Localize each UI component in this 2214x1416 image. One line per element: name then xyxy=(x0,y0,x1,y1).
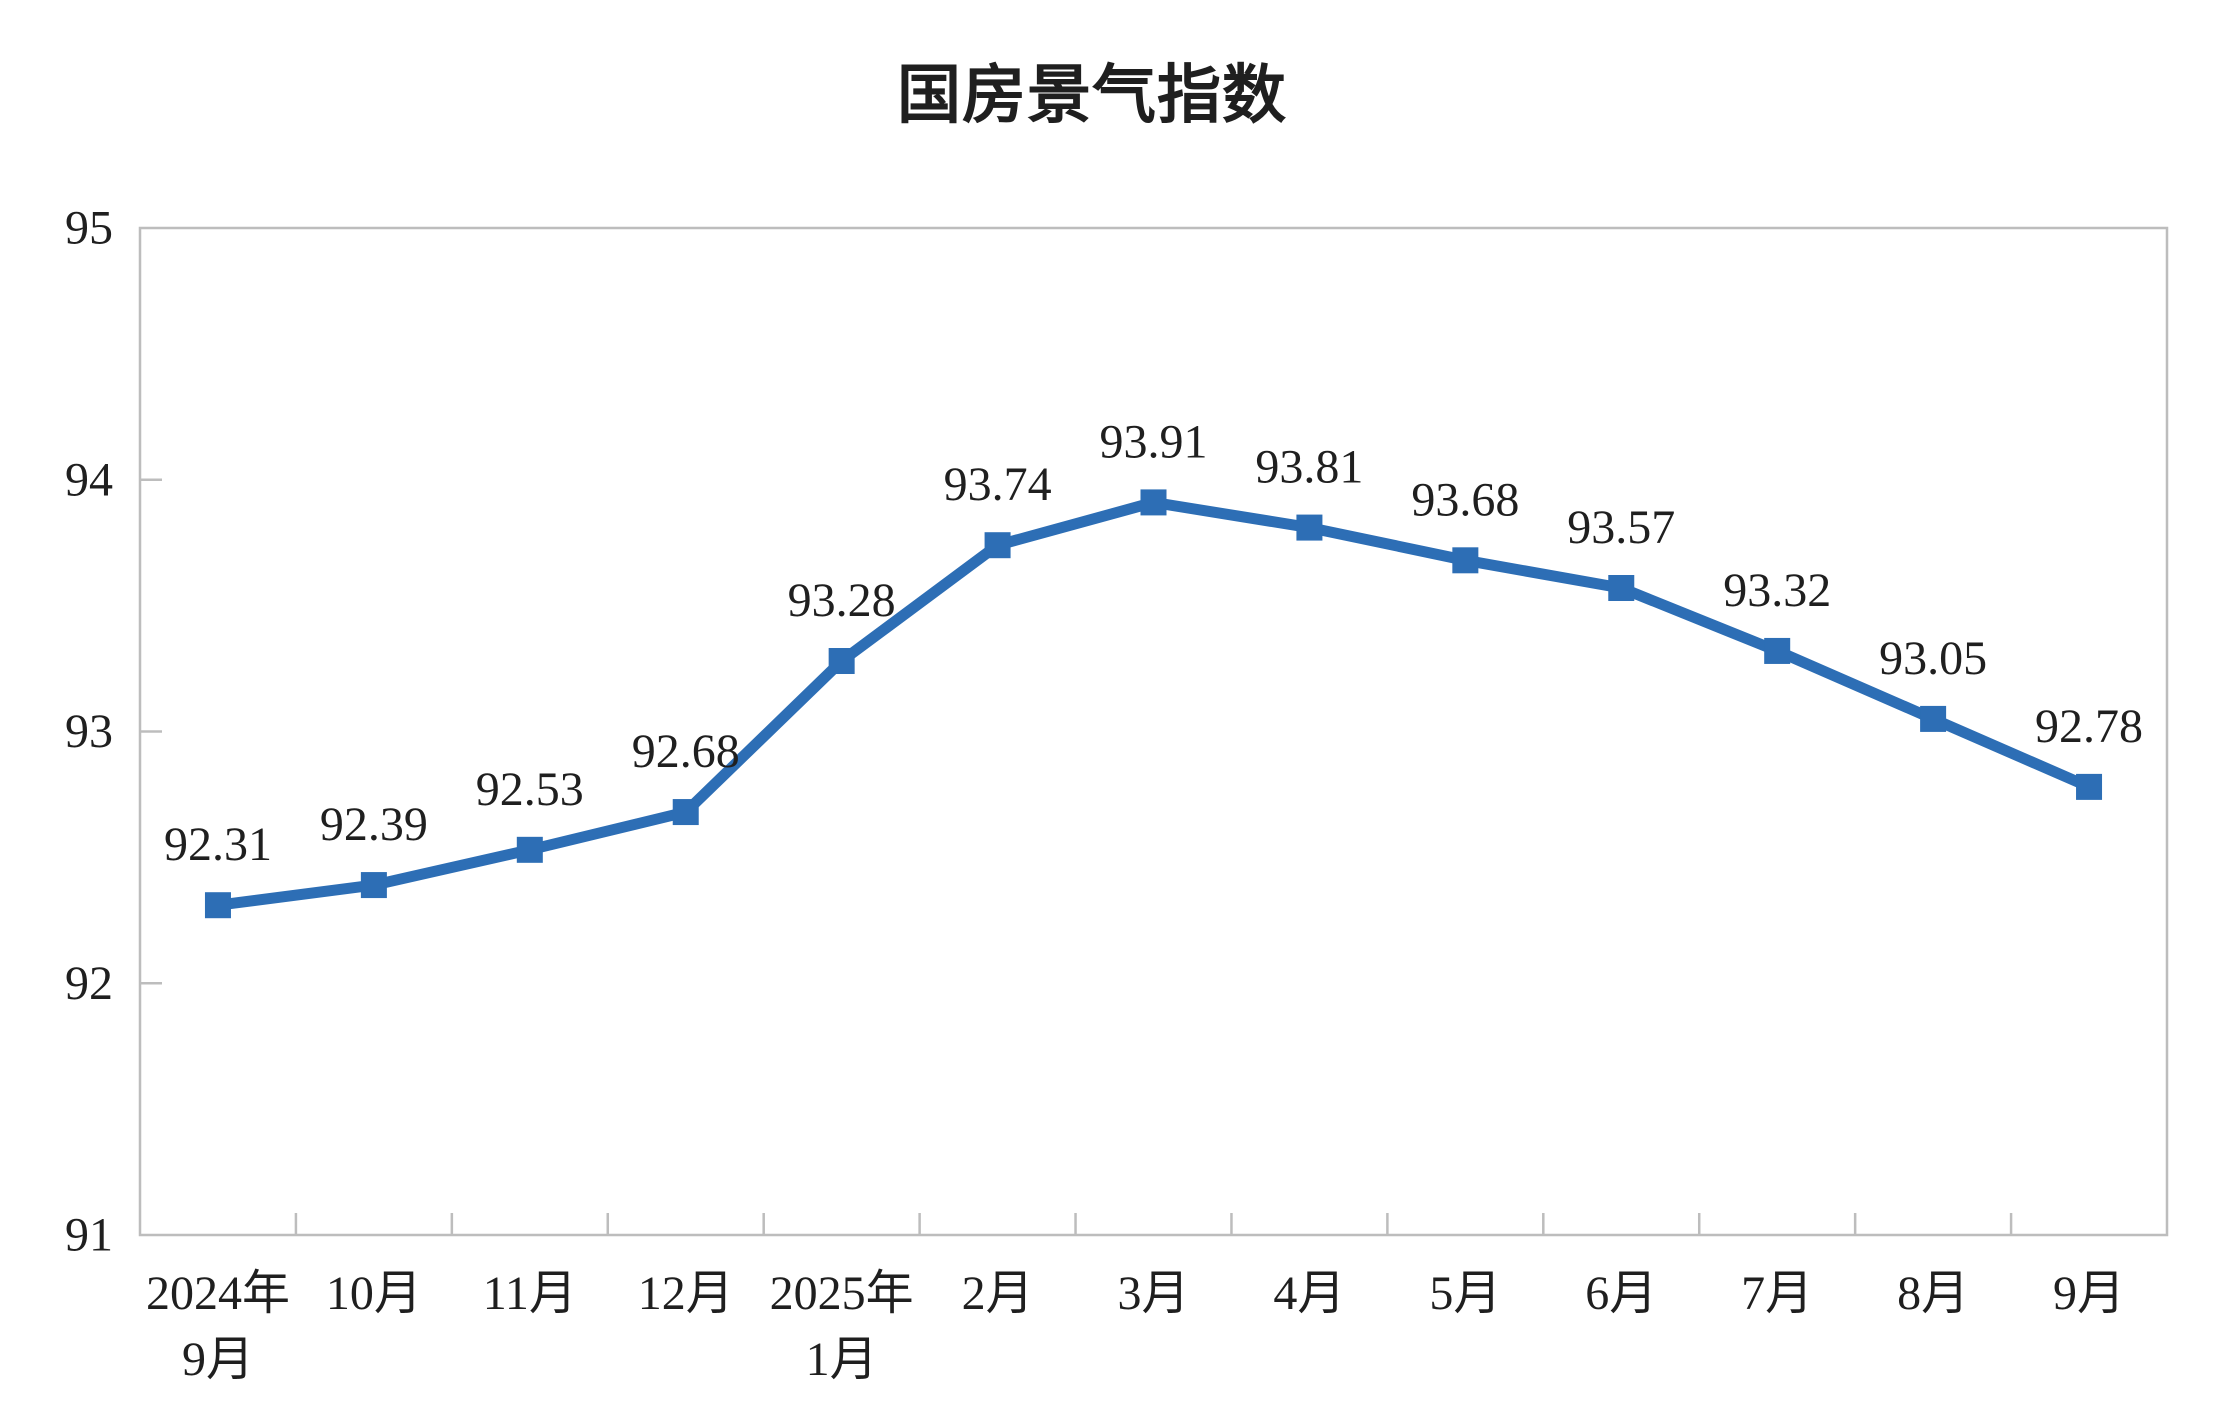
y-tick-label: 93 xyxy=(65,705,113,758)
data-label: 92.78 xyxy=(2035,700,2143,753)
data-point-marker xyxy=(1920,705,1947,732)
y-tick-label: 92 xyxy=(65,957,113,1010)
x-tick-label: 5月 xyxy=(1429,1267,1501,1320)
x-tick-label: 3月 xyxy=(1117,1267,1189,1320)
x-tick-label: 2025年 1月 xyxy=(770,1267,914,1386)
data-point-marker xyxy=(204,892,231,919)
x-tick-label: 2024年 9月 xyxy=(146,1267,290,1386)
data-label: 92.39 xyxy=(320,798,428,851)
data-point-marker xyxy=(1140,489,1167,516)
data-label: 93.05 xyxy=(1879,632,1987,685)
x-tick-label: 6月 xyxy=(1585,1267,1657,1320)
data-labels: 92.31 92.39 92.53 92.68 93.28 93.74 93.91 93.81… xyxy=(164,415,2143,871)
x-axis: 2024年 9月 10月 11月 12月 2025年 1月 2月 3月 4月 5月 6月 7月 8月 9月 xyxy=(146,1213,2125,1386)
data-label: 93.74 xyxy=(944,458,1052,511)
x-tick-label: 12月 xyxy=(638,1267,734,1320)
chart-title: 国房景气指数 xyxy=(897,60,1287,131)
x-tick-label: 2月 xyxy=(962,1267,1034,1320)
data-point-marker xyxy=(1452,547,1479,574)
y-axis: 91 92 93 94 95 xyxy=(65,202,162,1262)
series-markers xyxy=(204,489,2103,919)
data-label: 93.32 xyxy=(1723,564,1831,617)
x-tick-label: 10月 xyxy=(326,1267,422,1320)
x-tick-label: 7月 xyxy=(1741,1267,1813,1320)
data-point-marker xyxy=(360,872,387,899)
y-tick-label: 94 xyxy=(65,453,113,506)
data-point-marker xyxy=(984,532,1011,559)
x-tick-label: 9月 xyxy=(2053,1267,2125,1320)
data-label: 93.91 xyxy=(1100,415,1208,468)
data-label: 93.68 xyxy=(1411,473,1519,526)
series-line xyxy=(212,496,2095,911)
data-point-marker xyxy=(516,836,543,863)
plot-border xyxy=(138,226,2169,1237)
data-label: 93.81 xyxy=(1255,441,1363,494)
data-label: 92.31 xyxy=(164,818,272,871)
data-label: 92.68 xyxy=(632,725,740,778)
data-point-marker xyxy=(1296,514,1323,541)
data-label: 93.28 xyxy=(788,574,896,627)
x-tick-label: 11月 xyxy=(483,1267,577,1320)
y-tick-label: 91 xyxy=(65,1209,113,1262)
data-point-marker xyxy=(1608,575,1635,602)
x-tick-label: 4月 xyxy=(1273,1267,1345,1320)
data-point-marker xyxy=(828,648,855,675)
data-point-marker xyxy=(1764,637,1791,664)
data-label: 93.57 xyxy=(1567,501,1675,554)
x-tick-label: 8月 xyxy=(1897,1267,1969,1320)
data-point-marker xyxy=(2076,773,2103,800)
y-tick-label: 95 xyxy=(65,202,113,255)
data-point-marker xyxy=(672,799,699,826)
data-label: 92.53 xyxy=(476,763,584,816)
